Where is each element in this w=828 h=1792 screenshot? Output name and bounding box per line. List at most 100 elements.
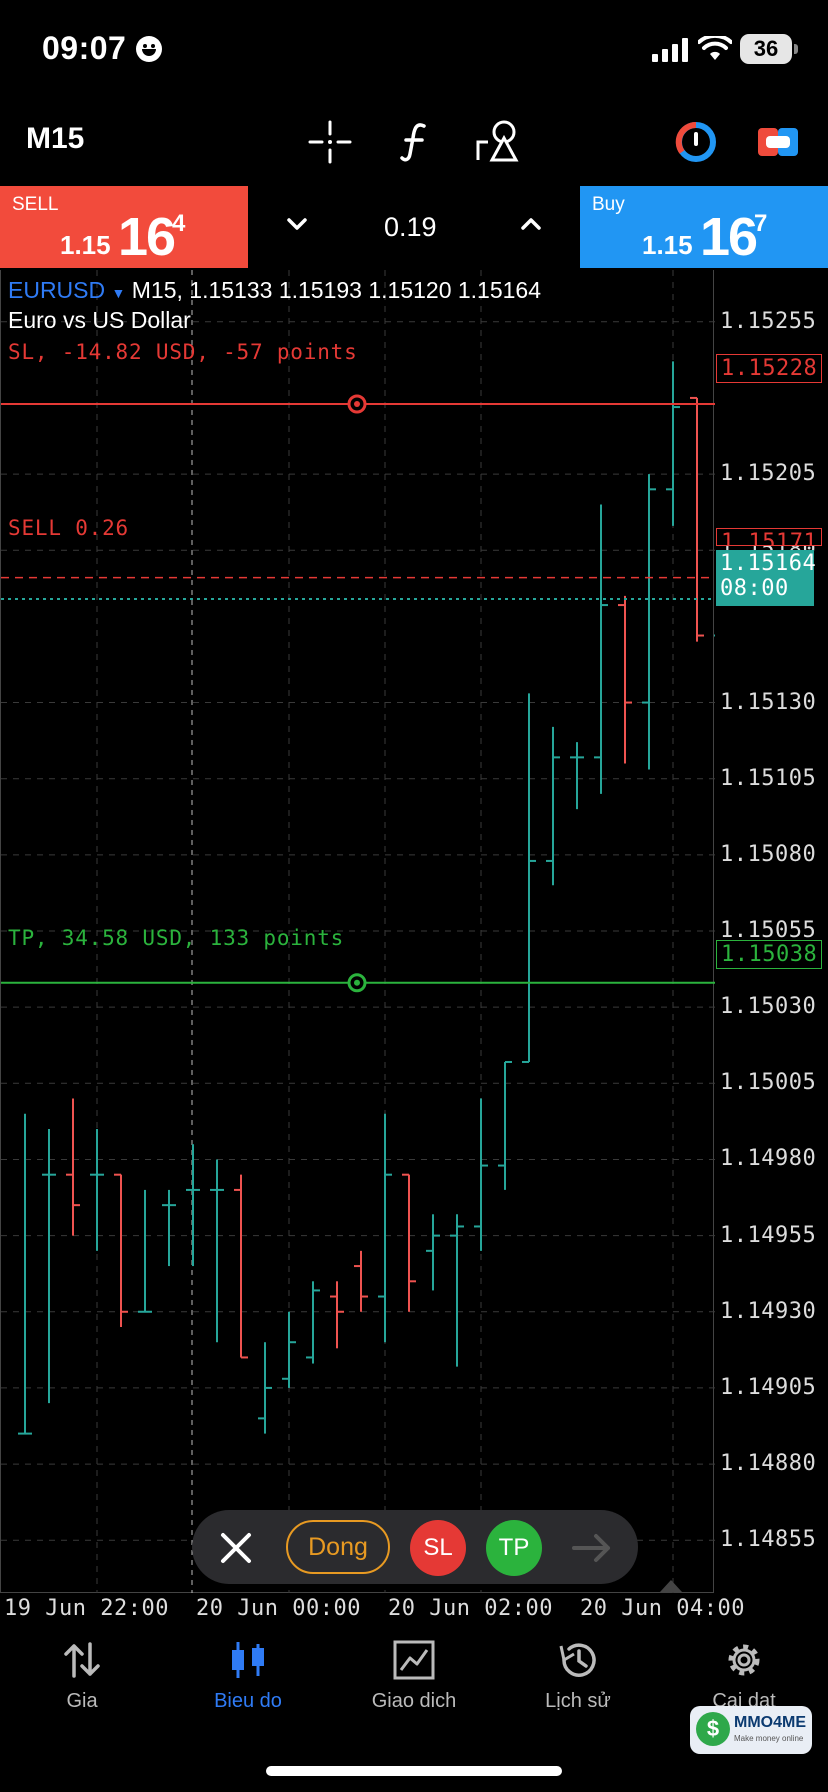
nav-quotes[interactable]: Gia [2, 1640, 162, 1730]
y-axis-label: 1.15055 [720, 918, 817, 943]
ohlc-bar [162, 1189, 176, 1267]
ohlc-bar [354, 1250, 368, 1312]
chart-symbol[interactable]: EURUSD [8, 277, 106, 303]
price-chart[interactable] [1, 270, 715, 1593]
y-axis-label: 1.15130 [720, 689, 817, 715]
ohlc-bar [546, 726, 560, 886]
sell-price-main: 16 [118, 207, 176, 267]
close-icon[interactable] [218, 1530, 254, 1566]
y-axis-label: 1.15080 [720, 841, 817, 867]
buy-button[interactable]: Buy 1.15 16 7 [580, 186, 828, 268]
crosshair-icon[interactable] [308, 120, 352, 164]
nav-history[interactable]: Lịch sử [498, 1640, 658, 1730]
ohlc-bar [258, 1342, 272, 1434]
dollar-icon: $ [696, 1712, 730, 1746]
sell-button[interactable]: SELL 1.15 16 4 [0, 186, 248, 268]
y-axis-label: 1.15030 [720, 994, 817, 1020]
tp-drag-handle[interactable] [347, 973, 367, 993]
ohlc-bar [186, 1144, 200, 1267]
ohlc-bar [114, 1173, 128, 1327]
timeframe-selector[interactable]: M15 [26, 122, 85, 155]
sell-price-fraction: 4 [172, 210, 186, 237]
buy-price-main: 16 [700, 207, 758, 267]
ohlc-bar [306, 1281, 320, 1364]
ohlc-bar [42, 1128, 56, 1404]
candlestick-icon [232, 1642, 264, 1678]
ohlc-bar [450, 1214, 464, 1367]
ohlc-bar [18, 1113, 32, 1435]
ohlc-bar [690, 396, 704, 642]
ohlc-bar [570, 742, 584, 810]
gear-icon [728, 1644, 760, 1676]
current-price: 1.15164 [720, 551, 817, 576]
volume-value[interactable]: 0.19 [384, 212, 437, 242]
ohlc-bar [330, 1281, 344, 1349]
ohlc-bar [426, 1214, 440, 1291]
chevron-down-icon[interactable] [284, 214, 310, 234]
buy-price-prefix: 1.15 [642, 230, 693, 260]
quotes-icon [64, 1642, 100, 1678]
y-axis-label: 1.15105 [720, 765, 817, 791]
ohlc-bar [618, 595, 632, 764]
x-axis-label: 20 Jun 04:00 [580, 1596, 745, 1621]
ohlc-bar [666, 361, 680, 526]
ohlc-bar [282, 1311, 296, 1388]
nav-chart[interactable]: Bieu do [168, 1640, 328, 1730]
chart-description: Euro vs US Dollar [8, 307, 191, 333]
tp-price-tag: 1.15038 [716, 940, 823, 969]
sl-line-label[interactable]: SL, -14.82 USD, -57 points [8, 340, 358, 364]
x-axis-label: 20 Jun 02:00 [388, 1596, 553, 1621]
sell-label: SELL [12, 194, 59, 215]
watermark-tagline: Make money online [734, 1734, 804, 1743]
ohlc-bar [90, 1128, 104, 1251]
take-profit-button[interactable]: TP [486, 1520, 542, 1576]
chart-area[interactable] [0, 270, 715, 1593]
nav-trade[interactable]: Giao dich [334, 1640, 494, 1730]
ohlc-bar [66, 1098, 80, 1236]
y-axis-label: 1.14855 [720, 1527, 817, 1553]
tp-line-label[interactable]: TP, 34.58 USD, 133 points [8, 926, 345, 950]
sl-drag-handle[interactable] [347, 394, 367, 414]
ohlc-bar [594, 504, 608, 794]
ohlc-bar [498, 1060, 512, 1190]
indicators-icon[interactable] [398, 120, 432, 164]
buy-price-fraction: 7 [754, 210, 768, 237]
ohlc-bar [210, 1159, 224, 1343]
nav-label: Gia [66, 1690, 98, 1712]
battery-indicator: 36 [740, 34, 798, 64]
ohlc-bar [474, 1098, 488, 1251]
status-time: 09:07 [42, 30, 127, 66]
sell-line-label[interactable]: SELL 0.26 [8, 516, 129, 540]
home-indicator[interactable] [266, 1766, 562, 1776]
nav-label: Bieu do [214, 1690, 282, 1712]
buy-label: Buy [592, 194, 625, 215]
ohlc-bar [402, 1173, 416, 1312]
close-position-button[interactable]: Dong [286, 1520, 390, 1574]
objects-icon[interactable] [474, 118, 522, 164]
y-axis-label: 1.14955 [720, 1222, 817, 1248]
stop-loss-button[interactable]: SL [410, 1520, 466, 1576]
ohlc-bar [138, 1189, 152, 1313]
y-axis-label: 1.14980 [720, 1146, 817, 1172]
wifi-icon [698, 36, 732, 60]
trade-panel-icon[interactable] [756, 124, 800, 160]
one-click-trading-icon[interactable] [674, 120, 718, 164]
sell-price-prefix: 1.15 [60, 230, 111, 260]
ohlc-bar [642, 474, 656, 770]
scroll-to-end-icon[interactable] [660, 1578, 682, 1592]
current-price-tag: 1.15164 08:00 [716, 550, 817, 606]
ohlc-bar [378, 1113, 392, 1343]
y-axis-label: 1.14905 [720, 1374, 817, 1400]
y-axis-label: 1.15205 [720, 461, 817, 487]
x-axis-label: 20 Jun 00:00 [196, 1596, 361, 1621]
chevron-up-icon[interactable] [518, 214, 544, 234]
cellular-signal-icon [652, 38, 688, 62]
sl-drag-handle-dot [354, 401, 360, 408]
tp-drag-handle-dot [354, 979, 360, 986]
arrow-right-icon [572, 1534, 610, 1562]
sl-price-tag: 1.15228 [716, 354, 823, 383]
nav-label: Lịch sử [545, 1690, 611, 1712]
y-axis-label: 1.14880 [720, 1451, 817, 1477]
watermark-name: MMO4ME [734, 1714, 806, 1731]
symbol-dropdown-icon[interactable]: ▼ [111, 285, 126, 301]
